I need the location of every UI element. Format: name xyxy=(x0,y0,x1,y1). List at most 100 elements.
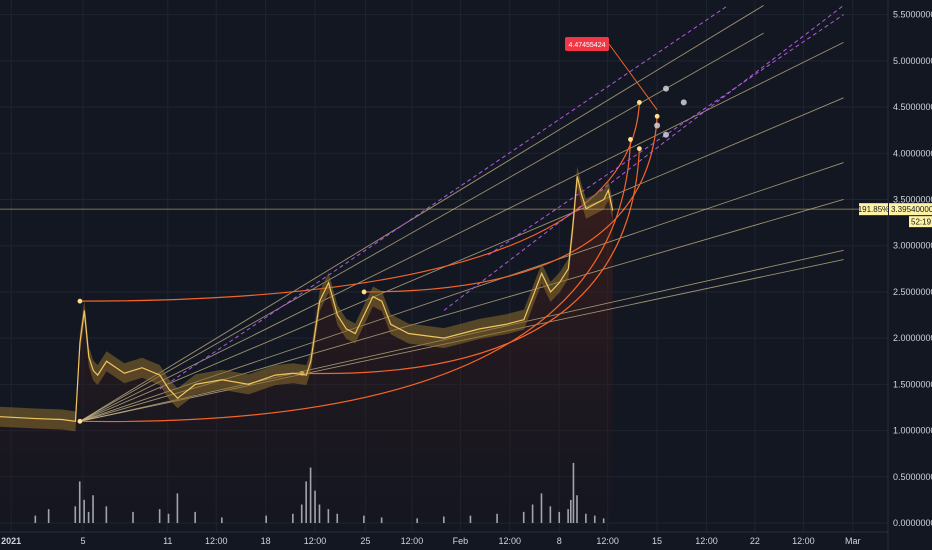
last-value-label-bg xyxy=(889,203,932,216)
price-area xyxy=(0,176,613,524)
x-tick-label: 12:00 xyxy=(401,536,424,546)
y-tick-label: 0.00000000 xyxy=(893,518,932,528)
x-tick-label: 11 xyxy=(163,536,172,546)
volume-bar xyxy=(380,517,383,523)
volume-bar xyxy=(416,518,418,523)
x-tick-label: 22 xyxy=(750,536,760,546)
volume-bar xyxy=(602,518,605,523)
countdown-label-bg xyxy=(909,216,932,228)
volume-bar xyxy=(105,506,108,523)
pattern-marker xyxy=(654,122,661,129)
volume-bar xyxy=(47,509,50,523)
change-label-bg xyxy=(859,203,888,216)
price-band xyxy=(0,166,613,432)
y-tick-label: 3.50000000 xyxy=(893,194,932,204)
orange-arc xyxy=(79,102,640,302)
volume-bar xyxy=(132,511,134,523)
x-tick-label: 12:00 xyxy=(596,536,619,546)
price-area-fill xyxy=(0,176,613,524)
x-axis[interactable]: 2021 5 11 12:00 18 12:00 25 12:00 Feb 12:00 8 12:00… xyxy=(0,531,888,546)
volume-bars xyxy=(34,462,605,523)
y-tick-label: 1.00000000 xyxy=(893,426,932,436)
x-tick-label: 12:00 xyxy=(792,536,815,546)
volume-bar xyxy=(34,515,37,523)
purple-dashed-lines xyxy=(159,4,844,390)
volume-bar xyxy=(531,504,534,523)
annotation-leader xyxy=(608,43,658,111)
volume-bar xyxy=(194,511,196,523)
orange-arc xyxy=(301,148,640,375)
volume-bar xyxy=(176,493,179,523)
fan-line xyxy=(79,97,844,422)
fan-line xyxy=(79,41,844,422)
arc-start-dot xyxy=(77,418,83,424)
volume-bar xyxy=(567,509,569,523)
price-line xyxy=(0,166,614,432)
volume-bar xyxy=(318,504,321,523)
x-tick-label: Mar xyxy=(845,536,861,546)
volume-bar xyxy=(496,513,498,523)
x-tick-label: 12:00 xyxy=(205,536,228,546)
y-tick-label: 5.50000000 xyxy=(893,10,932,20)
y-tick-label: 1.50000000 xyxy=(893,379,932,389)
volume-bar xyxy=(309,467,312,523)
volume-bar xyxy=(549,506,552,523)
orange-arc xyxy=(79,139,632,423)
x-tick-label: 25 xyxy=(360,536,370,546)
x-tick-label: 5 xyxy=(80,536,85,546)
volume-bar xyxy=(300,504,303,523)
purple-dashed-line xyxy=(488,14,844,256)
volume-bar xyxy=(167,513,170,523)
volume-bar xyxy=(522,511,525,523)
volume-bar xyxy=(314,490,316,523)
y-tick-label: 4.00000000 xyxy=(893,148,932,158)
volume-bar xyxy=(540,493,543,523)
volume-bar xyxy=(92,495,94,523)
x-tick-label: 2021 xyxy=(1,536,21,546)
pattern-markers xyxy=(654,85,687,138)
volume-bar xyxy=(363,515,365,523)
volume-bar xyxy=(327,509,330,523)
y-tick-label: 2.00000000 xyxy=(893,333,932,343)
arc-end-dot xyxy=(636,100,642,105)
volume-bar xyxy=(158,509,161,523)
volume-bar xyxy=(576,495,578,523)
arc-end-dot xyxy=(628,137,633,142)
orange-arc xyxy=(364,116,658,293)
volume-bar xyxy=(469,515,472,523)
volume-bar xyxy=(221,517,223,523)
x-tick-label: Feb xyxy=(453,536,469,546)
annotation-callout[interactable]: 4.47455424 xyxy=(565,37,658,111)
y-axis[interactable]: 0.00000000 0.50000000 1.00000000 1.50000000… xyxy=(887,0,932,550)
volume-bar xyxy=(265,515,267,523)
y-tick-label: 3.00000000 xyxy=(893,241,932,251)
purple-dashed-line xyxy=(159,4,729,390)
x-tick-label: 12:00 xyxy=(499,536,522,546)
volume-bar xyxy=(78,481,81,523)
y-tick-label: 5.00000000 xyxy=(893,56,932,66)
price-series-line xyxy=(0,176,614,423)
volume-bar xyxy=(585,513,587,523)
x-tick-label: 12:00 xyxy=(304,536,327,546)
fan-line xyxy=(79,32,764,422)
arc-end-dot xyxy=(654,113,660,119)
pattern-marker xyxy=(663,131,669,138)
volume-bar xyxy=(593,515,596,523)
arc-start-dot xyxy=(361,289,367,295)
x-tick-label: 12:00 xyxy=(695,536,718,546)
x-tick-label: 18 xyxy=(261,536,271,546)
change-label: 191.85% xyxy=(858,205,890,214)
y-tick-label: 2.50000000 xyxy=(893,287,932,297)
volume-bar xyxy=(83,499,85,523)
volume-bar xyxy=(336,513,339,523)
x-tick-label: 8 xyxy=(557,536,562,546)
price-labels: 191.85% 3.39540000 52:19 xyxy=(858,203,932,228)
pattern-marker xyxy=(663,85,669,92)
fan-line xyxy=(79,4,764,422)
last-value-label: 3.39540000 xyxy=(891,205,932,214)
countdown-label: 52:19 xyxy=(911,218,932,227)
arc-start-dot xyxy=(77,298,83,304)
volume-bar xyxy=(443,516,445,523)
annotation-label: 4.47455424 xyxy=(569,42,606,49)
